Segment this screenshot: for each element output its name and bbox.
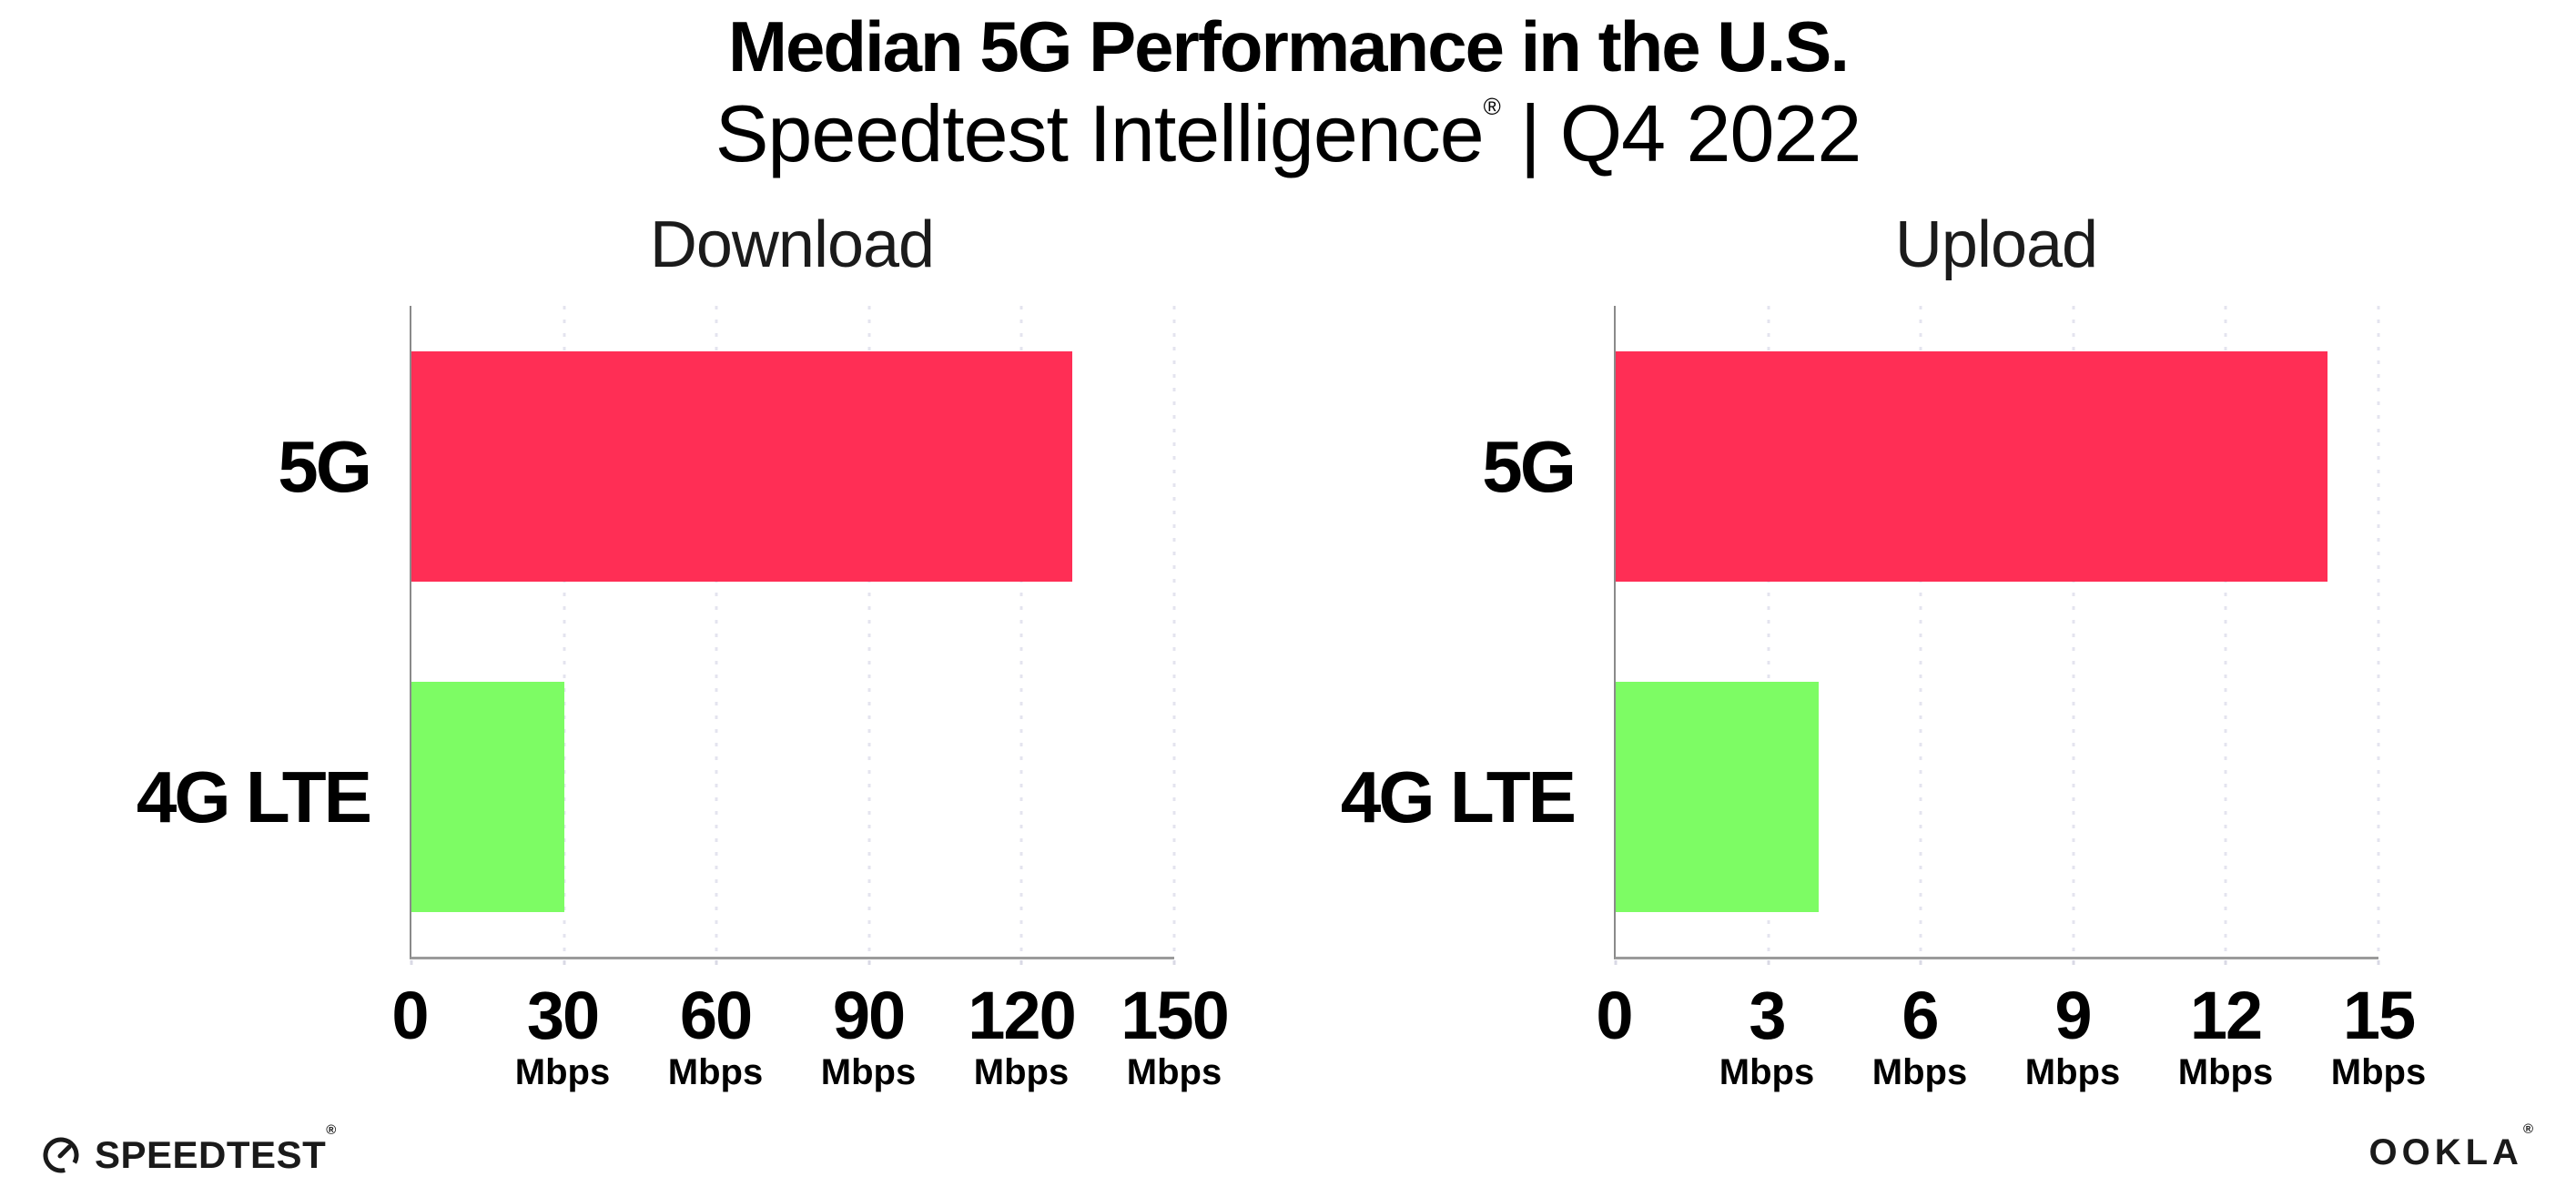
upload-chart: Upload 5G 4G LTE	[1332, 208, 2426, 1118]
category-label-5g: 5G	[1482, 426, 1577, 507]
bar-4g-lte-upload	[1616, 682, 1820, 912]
axis-tick	[1172, 960, 1176, 965]
gridline	[2072, 306, 2075, 957]
download-plot-area	[410, 306, 1176, 965]
axis-tick	[867, 960, 871, 965]
x-tick-label: 3 Mbps	[1719, 978, 1815, 1093]
axis-tick	[1614, 960, 1618, 965]
x-tick-label: 12 Mbps	[2177, 978, 2274, 1093]
subtitle-product: Speedtest Intelligence	[715, 88, 1485, 178]
upload-x-axis: 0 3 Mbps 6 Mbps 9 Mbps 12 Mbps 15 Mbps	[1596, 978, 2426, 1118]
x-tick-label: 60 Mbps	[667, 978, 764, 1093]
gridline	[1767, 306, 1770, 957]
axis-tick	[1019, 960, 1023, 965]
speedtest-wordmark: SPEEDTEST®	[95, 1122, 337, 1176]
ookla-logo: OOKLA®	[2368, 1121, 2539, 1173]
download-x-axis: 0 30 Mbps 60 Mbps 90 Mbps 120 Mbps 150 Mbps	[391, 978, 1229, 1118]
gridline	[1019, 306, 1023, 957]
category-label-5g: 5G	[278, 426, 372, 507]
subtitle-period: Q4 2022	[1559, 88, 1862, 178]
speedtest-logo: SPEEDTEST®	[40, 1122, 337, 1177]
gridline	[1919, 306, 1922, 957]
category-label-4g-lte: 4G LTE	[136, 756, 372, 837]
registered-trademark-icon: ®	[2522, 1121, 2538, 1137]
x-tick-label: 90 Mbps	[820, 978, 917, 1093]
bar-5g-download	[411, 351, 1073, 582]
upload-plot-row: 5G 4G LTE	[1332, 306, 2380, 965]
subtitle-divider: |	[1519, 88, 1541, 178]
gridline	[867, 306, 871, 957]
gridline	[715, 306, 718, 957]
axis-tick	[715, 960, 718, 965]
download-plot-row: 5G 4G LTE	[127, 306, 1176, 965]
upload-chart-title: Upload	[1894, 208, 2098, 281]
x-tick-label: 6 Mbps	[1871, 978, 1968, 1093]
axis-tick	[2072, 960, 2075, 965]
x-tick-label: 30 Mbps	[514, 978, 611, 1093]
registered-trademark-icon: ®	[326, 1122, 337, 1138]
gridline	[2224, 306, 2227, 957]
ookla-wordmark: OOKLA®	[2368, 1121, 2538, 1172]
download-chart: Download 5G 4G LTE	[127, 208, 1230, 1118]
x-tick-label: 9 Mbps	[2024, 978, 2121, 1093]
category-label-4g-lte: 4G LTE	[1340, 756, 1577, 837]
charts-row: Download 5G 4G LTE	[127, 208, 2426, 1118]
page-subtitle: Speedtest Intelligence® | Q4 2022	[0, 87, 2576, 180]
x-tick-label: 0	[391, 978, 429, 1053]
x-tick-label: 120 Mbps	[968, 978, 1076, 1093]
bar-5g-upload	[1616, 351, 2328, 582]
axis-tick	[563, 960, 566, 965]
download-category-labels: 5G 4G LTE	[127, 306, 410, 959]
upload-category-labels: 5G 4G LTE	[1332, 306, 1614, 959]
axis-tick	[1767, 960, 1770, 965]
x-tick-label: 0	[1596, 978, 1633, 1053]
axis-tick	[2224, 960, 2227, 965]
bar-4g-lte-download	[411, 682, 564, 912]
page-title: Median 5G Performance in the U.S.	[728, 6, 1850, 86]
registered-trademark-icon: ®	[1483, 93, 1501, 120]
gridline	[563, 306, 566, 957]
gridline	[1172, 306, 1176, 957]
gridline	[2377, 306, 2380, 957]
axis-tick	[410, 960, 413, 965]
speedtest-gauge-icon	[40, 1134, 82, 1176]
axis-tick	[1919, 960, 1922, 965]
x-tick-label: 15 Mbps	[2330, 978, 2427, 1093]
axis-tick	[2377, 960, 2380, 965]
x-tick-label: 150 Mbps	[1121, 978, 1229, 1093]
upload-plot-area	[1614, 306, 2380, 965]
download-chart-title: Download	[649, 208, 935, 281]
